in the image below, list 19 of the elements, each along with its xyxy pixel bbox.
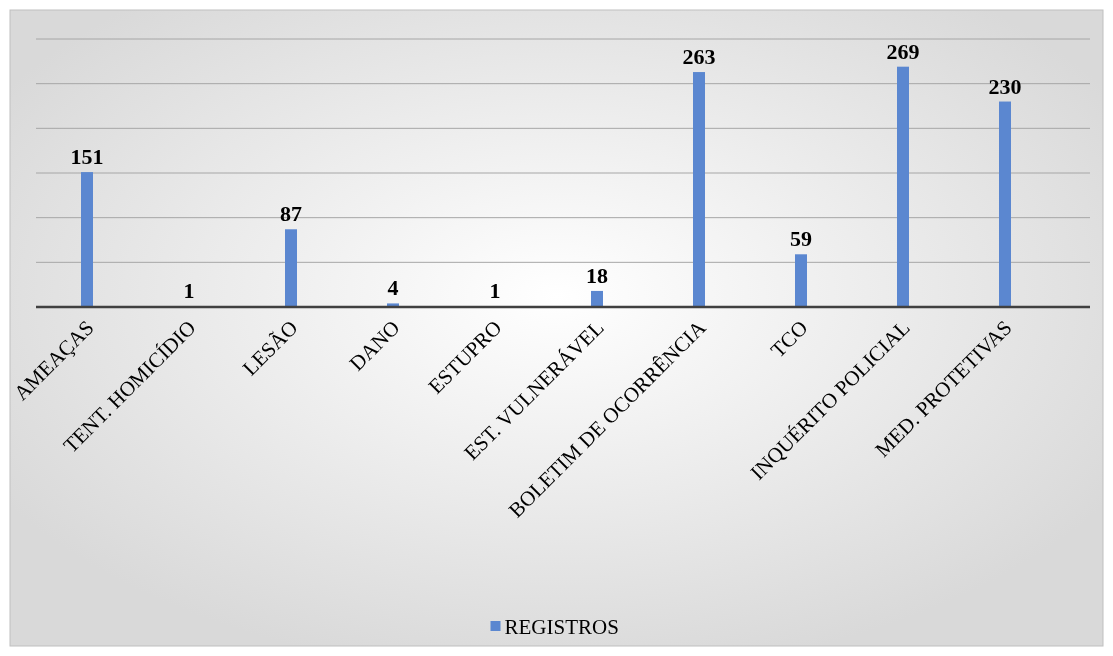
data-label: 59 [790,226,812,252]
data-label: 87 [280,201,302,227]
data-label: 151 [70,144,104,170]
bar [693,72,705,307]
data-label: 1 [183,278,195,304]
bar [591,290,603,307]
data-label: 230 [988,73,1022,99]
bar [81,172,93,307]
data-label: 4 [387,275,399,301]
data-label: 18 [586,262,608,288]
x-tick-label: TCO [765,315,813,363]
bar [285,229,297,307]
data-label: 263 [682,44,716,70]
data-label: 1 [489,278,501,304]
bar [897,66,909,307]
bar [999,101,1011,307]
bar [795,254,807,307]
data-label: 269 [886,38,920,64]
legend-label: REGISTROS [504,615,619,640]
